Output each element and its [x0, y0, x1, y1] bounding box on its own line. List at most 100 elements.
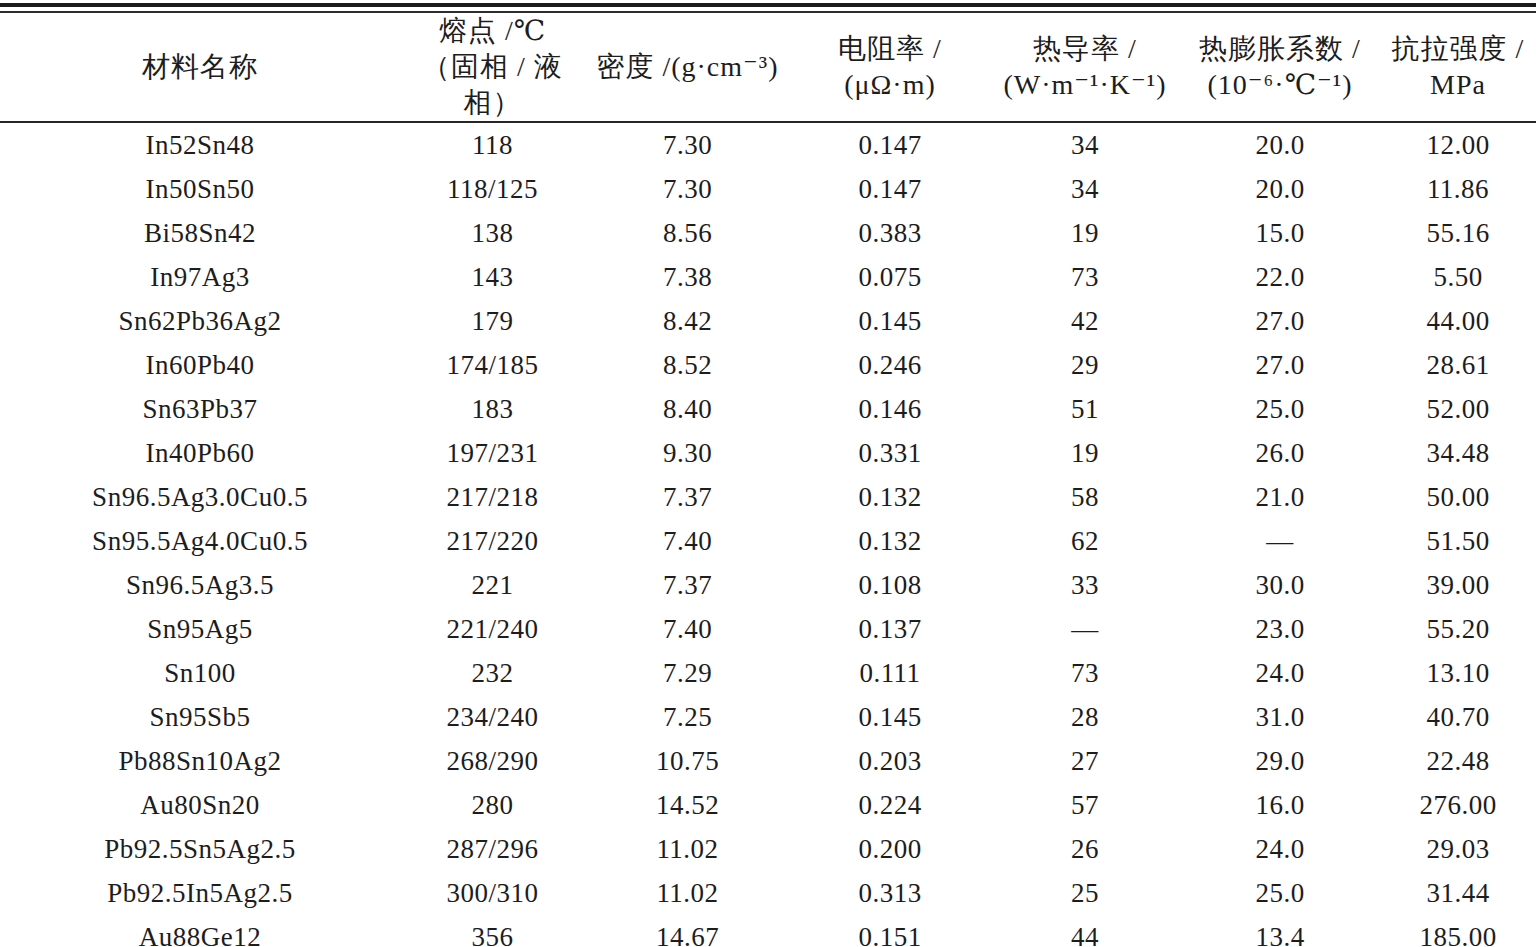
column-header-label-line2: (10⁻⁶·℃⁻¹) [1180, 67, 1380, 103]
cell-conductivity: — [990, 607, 1180, 651]
table-row: In60Pb40174/1858.520.2462927.028.61 [0, 343, 1536, 387]
cell-tensile: 12.00 [1380, 122, 1536, 167]
cell-tensile: 276.00 [1380, 783, 1536, 827]
cell-resistivity: 0.132 [790, 519, 990, 563]
cell-cte: 24.0 [1180, 651, 1380, 695]
table-row: Sn95.5Ag4.0Cu0.5217/2207.400.13262—51.50 [0, 519, 1536, 563]
cell-melting: 221/240 [400, 607, 585, 651]
cell-density: 7.37 [585, 563, 790, 607]
cell-resistivity: 0.146 [790, 387, 990, 431]
cell-resistivity: 0.200 [790, 827, 990, 871]
cell-resistivity: 0.137 [790, 607, 990, 651]
cell-tensile: 51.50 [1380, 519, 1536, 563]
material-properties-table: 材料名称熔点 /℃（固相 / 液相）密度 /(g·cm⁻³)电阻率 /(μΩ·m… [0, 13, 1536, 947]
cell-cte: 30.0 [1180, 563, 1380, 607]
cell-melting: 232 [400, 651, 585, 695]
table-row: Pb92.5In5Ag2.5300/31011.020.3132525.031.… [0, 871, 1536, 915]
column-header-cte: 热膨胀系数 /(10⁻⁶·℃⁻¹) [1180, 13, 1380, 122]
cell-conductivity: 51 [990, 387, 1180, 431]
cell-melting: 221 [400, 563, 585, 607]
cell-tensile: 11.86 [1380, 167, 1536, 211]
cell-density: 7.30 [585, 167, 790, 211]
cell-melting: 300/310 [400, 871, 585, 915]
cell-melting: 217/218 [400, 475, 585, 519]
cell-conductivity: 19 [990, 431, 1180, 475]
cell-tensile: 55.20 [1380, 607, 1536, 651]
cell-density: 7.25 [585, 695, 790, 739]
cell-tensile: 34.48 [1380, 431, 1536, 475]
cell-melting: 138 [400, 211, 585, 255]
column-header-tensile: 抗拉强度 /MPa [1380, 13, 1536, 122]
cell-cte: 20.0 [1180, 167, 1380, 211]
cell-melting: 356 [400, 915, 585, 947]
table-row: Sn95Ag5221/2407.400.137—23.055.20 [0, 607, 1536, 651]
cell-melting: 118/125 [400, 167, 585, 211]
cell-density: 10.75 [585, 739, 790, 783]
cell-melting: 183 [400, 387, 585, 431]
cell-tensile: 44.00 [1380, 299, 1536, 343]
cell-conductivity: 33 [990, 563, 1180, 607]
cell-tensile: 55.16 [1380, 211, 1536, 255]
cell-resistivity: 0.246 [790, 343, 990, 387]
table-row: Sn95Sb5234/2407.250.1452831.040.70 [0, 695, 1536, 739]
table-row: In52Sn481187.300.1473420.012.00 [0, 122, 1536, 167]
cell-material: Sn100 [0, 651, 400, 695]
cell-density: 14.52 [585, 783, 790, 827]
cell-resistivity: 0.075 [790, 255, 990, 299]
cell-resistivity: 0.147 [790, 122, 990, 167]
cell-tensile: 13.10 [1380, 651, 1536, 695]
cell-conductivity: 73 [990, 651, 1180, 695]
cell-conductivity: 34 [990, 122, 1180, 167]
cell-conductivity: 28 [990, 695, 1180, 739]
column-header-melting: 熔点 /℃（固相 / 液相） [400, 13, 585, 122]
cell-melting: 143 [400, 255, 585, 299]
cell-density: 11.02 [585, 827, 790, 871]
column-header-conductivity: 热导率 /(W·m⁻¹·K⁻¹) [990, 13, 1180, 122]
cell-cte: 20.0 [1180, 122, 1380, 167]
cell-conductivity: 34 [990, 167, 1180, 211]
column-header-label-line2: (W·m⁻¹·K⁻¹) [990, 67, 1180, 103]
cell-conductivity: 58 [990, 475, 1180, 519]
cell-resistivity: 0.383 [790, 211, 990, 255]
column-header-label-line2: MPa [1380, 67, 1536, 103]
cell-tensile: 28.61 [1380, 343, 1536, 387]
cell-tensile: 29.03 [1380, 827, 1536, 871]
cell-density: 8.52 [585, 343, 790, 387]
cell-resistivity: 0.224 [790, 783, 990, 827]
cell-conductivity: 73 [990, 255, 1180, 299]
cell-cte: 27.0 [1180, 343, 1380, 387]
cell-cte: 31.0 [1180, 695, 1380, 739]
cell-material: Sn95Sb5 [0, 695, 400, 739]
cell-density: 8.40 [585, 387, 790, 431]
cell-cte: 16.0 [1180, 783, 1380, 827]
cell-cte: 15.0 [1180, 211, 1380, 255]
cell-conductivity: 57 [990, 783, 1180, 827]
cell-resistivity: 0.132 [790, 475, 990, 519]
cell-melting: 179 [400, 299, 585, 343]
cell-melting: 234/240 [400, 695, 585, 739]
cell-cte: 22.0 [1180, 255, 1380, 299]
cell-density: 7.30 [585, 122, 790, 167]
cell-tensile: 39.00 [1380, 563, 1536, 607]
cell-material: Sn63Pb37 [0, 387, 400, 431]
cell-material: Pb92.5In5Ag2.5 [0, 871, 400, 915]
cell-melting: 287/296 [400, 827, 585, 871]
cell-density: 9.30 [585, 431, 790, 475]
cell-cte: 25.0 [1180, 387, 1380, 431]
cell-cte: 21.0 [1180, 475, 1380, 519]
cell-resistivity: 0.111 [790, 651, 990, 695]
cell-material: Pb92.5Sn5Ag2.5 [0, 827, 400, 871]
cell-material: Bi58Sn42 [0, 211, 400, 255]
column-header-label-line1: 密度 /(g·cm⁻³) [585, 49, 790, 85]
column-header-label-line2: （固相 / 液相） [400, 49, 585, 121]
cell-cte: — [1180, 519, 1380, 563]
cell-material: In60Pb40 [0, 343, 400, 387]
cell-tensile: 185.00 [1380, 915, 1536, 947]
cell-conductivity: 62 [990, 519, 1180, 563]
column-header-label-line1: 材料名称 [0, 49, 400, 85]
column-header-resistivity: 电阻率 /(μΩ·m) [790, 13, 990, 122]
cell-conductivity: 42 [990, 299, 1180, 343]
cell-material: Sn96.5Ag3.0Cu0.5 [0, 475, 400, 519]
cell-density: 7.40 [585, 519, 790, 563]
cell-cte: 13.4 [1180, 915, 1380, 947]
